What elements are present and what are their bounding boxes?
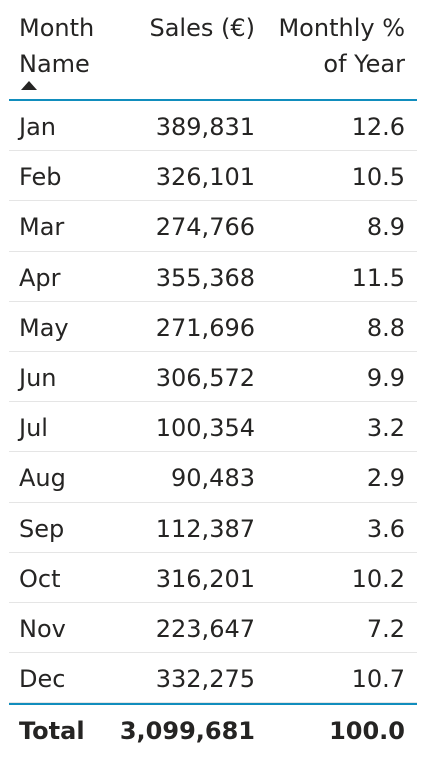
row-sales: 271,696	[155, 313, 255, 342]
column-header-month-line1: Month	[19, 14, 95, 42]
table-row[interactable]: Dec 332,275 10.7	[9, 653, 417, 704]
column-header-sales[interactable]: Sales (€)	[149, 10, 255, 46]
row-month: Dec	[19, 665, 66, 694]
row-pct: 8.9	[366, 213, 405, 242]
row-month: Aug	[19, 464, 66, 493]
table-header: Month Name Sales (€) Monthly % of Year	[9, 0, 417, 101]
row-month: Jan	[19, 113, 56, 141]
row-sales: 389,831	[155, 113, 255, 141]
row-pct: 3.6	[366, 514, 405, 543]
table-row[interactable]: Oct 316,201 10.2	[9, 553, 417, 603]
row-pct: 11.5	[351, 263, 405, 292]
table-row[interactable]: Sep 112,387 3.6	[9, 503, 417, 553]
row-pct: 10.5	[351, 163, 405, 192]
column-header-pct-line2: of Year	[323, 50, 405, 78]
table-row[interactable]: May 271,696 8.8	[9, 302, 417, 352]
row-month: Nov	[19, 614, 66, 643]
column-header-month-line2: Name	[19, 50, 90, 78]
row-pct: 9.9	[366, 363, 405, 392]
sales-table: Month Name Sales (€) Monthly % of Year J…	[9, 0, 417, 755]
row-sales: 223,647	[155, 614, 255, 643]
table-row[interactable]: Aug 90,483 2.9	[9, 452, 417, 503]
row-sales: 316,201	[155, 564, 255, 593]
row-pct: 10.2	[351, 564, 405, 593]
total-label: Total	[19, 717, 85, 746]
table-row[interactable]: Mar 274,766 8.9	[9, 201, 417, 252]
row-month: Oct	[19, 564, 61, 593]
row-pct: 3.2	[366, 414, 405, 443]
row-month: Apr	[19, 263, 61, 292]
row-pct: 10.7	[351, 665, 405, 694]
table-row[interactable]: Jul 100,354 3.2	[9, 402, 417, 453]
table-row[interactable]: Jun 306,572 9.9	[9, 352, 417, 403]
column-header-month-name[interactable]: Month Name	[19, 10, 94, 82]
row-month: Jul	[19, 414, 48, 443]
table-row[interactable]: Jan 389,831 12.6	[9, 101, 417, 152]
row-sales: 332,275	[155, 665, 255, 694]
column-header-monthly-pct[interactable]: Monthly % of Year	[278, 10, 405, 82]
table-body: Jan 389,831 12.6 Feb 326,101 10.5 Mar 274,766 8.…	[9, 101, 417, 704]
column-header-sales-line1: Sales (€)	[149, 14, 255, 42]
row-month: Feb	[19, 163, 62, 192]
row-sales: 274,766	[155, 213, 255, 242]
row-sales: 100,354	[155, 414, 255, 443]
row-sales: 355,368	[155, 263, 255, 292]
row-sales: 90,483	[171, 464, 255, 493]
row-month: Sep	[19, 514, 65, 543]
row-month: Mar	[19, 213, 65, 242]
row-pct: 8.8	[366, 313, 405, 342]
total-sales: 3,099,681	[119, 717, 255, 746]
row-pct: 2.9	[366, 464, 405, 493]
row-sales: 326,101	[155, 163, 255, 192]
row-pct: 7.2	[366, 614, 405, 643]
column-header-pct-line1: Monthly %	[278, 14, 405, 42]
row-sales: 306,572	[155, 363, 255, 392]
row-pct: 12.6	[351, 113, 405, 141]
sort-ascending-icon[interactable]	[21, 81, 37, 90]
table-row[interactable]: Nov 223,647 7.2	[9, 603, 417, 654]
total-row: Total 3,099,681 100.0	[9, 703, 417, 755]
table-row[interactable]: Feb 326,101 10.5	[9, 151, 417, 202]
table-row[interactable]: Apr 355,368 11.5	[9, 252, 417, 302]
row-sales: 112,387	[155, 514, 255, 543]
total-pct: 100.0	[329, 717, 405, 746]
row-month: Jun	[19, 363, 57, 392]
row-month: May	[19, 313, 69, 342]
